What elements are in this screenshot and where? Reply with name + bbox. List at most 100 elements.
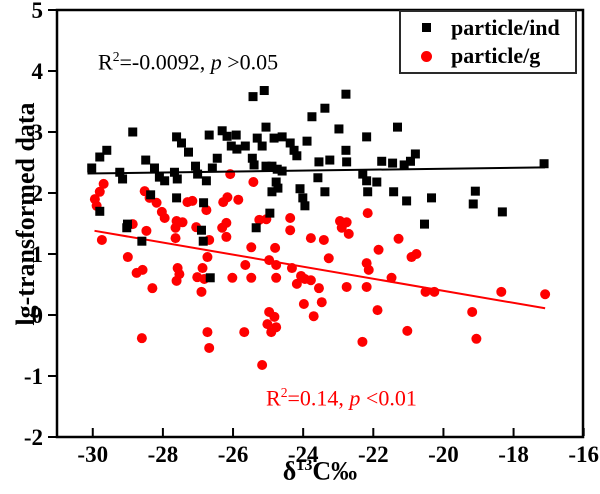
red-circle-point [285, 225, 296, 236]
red-circle-point [305, 275, 316, 286]
red-circle-point [136, 333, 147, 344]
black-square-point [207, 163, 217, 173]
x-tick-label: -16 [568, 442, 599, 467]
annotation-r-sup: 2 [280, 385, 288, 400]
annotation-r: R [98, 49, 113, 75]
red-circle-point [372, 305, 383, 316]
black-square-point [295, 184, 305, 194]
red-circle-point [316, 297, 327, 308]
black-square-point [362, 176, 372, 186]
red-circle-point [402, 325, 413, 336]
black-square-point [341, 145, 351, 155]
black-square-point [212, 153, 222, 163]
red-circle-point [266, 327, 277, 338]
x-axis-title-superscript: 13 [296, 457, 313, 474]
black-square-point [272, 164, 282, 174]
red-circle-point [308, 311, 319, 322]
red-circle-point [467, 306, 478, 317]
black-square-point [334, 124, 344, 134]
red-circle-point [323, 253, 334, 264]
annotation-r2-black: R2=-0.0092, p >0.05 [98, 50, 278, 73]
black-square-point [87, 163, 97, 173]
red-circle-point [270, 242, 281, 253]
black-square-point [269, 133, 279, 143]
red-circle-point [318, 234, 329, 245]
red-circle-point [94, 186, 105, 197]
red-circle-point [240, 259, 251, 270]
x-tick-label: -24 [288, 442, 319, 467]
red-circle-point [217, 222, 228, 233]
black-square-point [232, 144, 242, 154]
black-square-point [102, 145, 112, 155]
black-square-point [377, 156, 387, 166]
annotation-p: p [349, 385, 361, 411]
x-tick-label: -22 [358, 442, 389, 467]
y-tick-label: 5 [32, 0, 44, 23]
black-square-point [115, 167, 125, 177]
red-circle-point [298, 299, 309, 310]
red-circle-point [151, 197, 162, 208]
black-square-point [146, 190, 156, 200]
red-circle-point [147, 283, 158, 294]
black-square-point [392, 122, 402, 132]
black-square-point [285, 138, 295, 148]
red-circle-point [222, 192, 233, 203]
black-square-point [468, 199, 478, 209]
black-square-point [313, 173, 323, 183]
y-tick-label: -2 [24, 425, 43, 450]
black-square-point [341, 89, 351, 99]
black-square-point [128, 127, 138, 137]
red-circle-point [361, 281, 372, 292]
black-square-point [198, 236, 208, 246]
black-square-marker-icon [421, 23, 431, 33]
black-square-point [199, 198, 209, 208]
red-circle-point [357, 336, 368, 347]
black-square-point [184, 147, 193, 157]
black-square-point [292, 151, 302, 161]
annotation-threshold: <0.01 [360, 385, 417, 411]
annotation-threshold: >0.05 [221, 49, 279, 75]
black-square-point [300, 201, 310, 211]
y-tick-label: 2 [32, 181, 44, 206]
black-square-point [172, 132, 182, 142]
red-circle-point [363, 264, 374, 275]
red-circle-point [122, 252, 133, 263]
black-square-point [271, 177, 281, 187]
red-circle-point [141, 225, 152, 236]
red-circle-point [197, 263, 208, 274]
x-axis-title-unit: C‰ [312, 456, 358, 486]
black-square-point [251, 223, 261, 233]
black-square-point [95, 206, 105, 216]
black-square-point [122, 223, 132, 233]
black-square-point [248, 92, 258, 102]
red-circle-point [341, 281, 352, 292]
red-circle-point [159, 213, 170, 224]
red-circle-point [336, 222, 347, 233]
y-tick-label: 1 [32, 242, 44, 267]
black-square-point [204, 130, 214, 140]
black-square-point [259, 86, 269, 96]
red-circle-point [420, 286, 431, 297]
black-square-point [314, 157, 324, 167]
x-axis-title-delta: δ [282, 456, 297, 486]
black-square-point [217, 126, 227, 136]
black-square-point [389, 187, 399, 197]
black-square-point [226, 141, 236, 151]
black-square-point [149, 163, 159, 173]
red-circle-point [177, 217, 188, 228]
legend-marker-cell [401, 50, 451, 62]
legend-label-particle-g: particle/g [451, 43, 541, 69]
black-square-point [160, 176, 170, 186]
black-square-point [277, 132, 287, 142]
red-circle-point [257, 360, 268, 371]
black-square-point [363, 187, 373, 197]
black-square-point [298, 193, 308, 203]
black-square-point [154, 172, 164, 182]
red-circle-point [204, 342, 215, 353]
black-square-point [342, 157, 352, 167]
red-circle-point [411, 249, 422, 259]
red-circle-point [429, 286, 440, 297]
red-circle-point [291, 278, 302, 289]
red-circle-point [248, 177, 259, 188]
annotation-p: p [210, 49, 222, 75]
